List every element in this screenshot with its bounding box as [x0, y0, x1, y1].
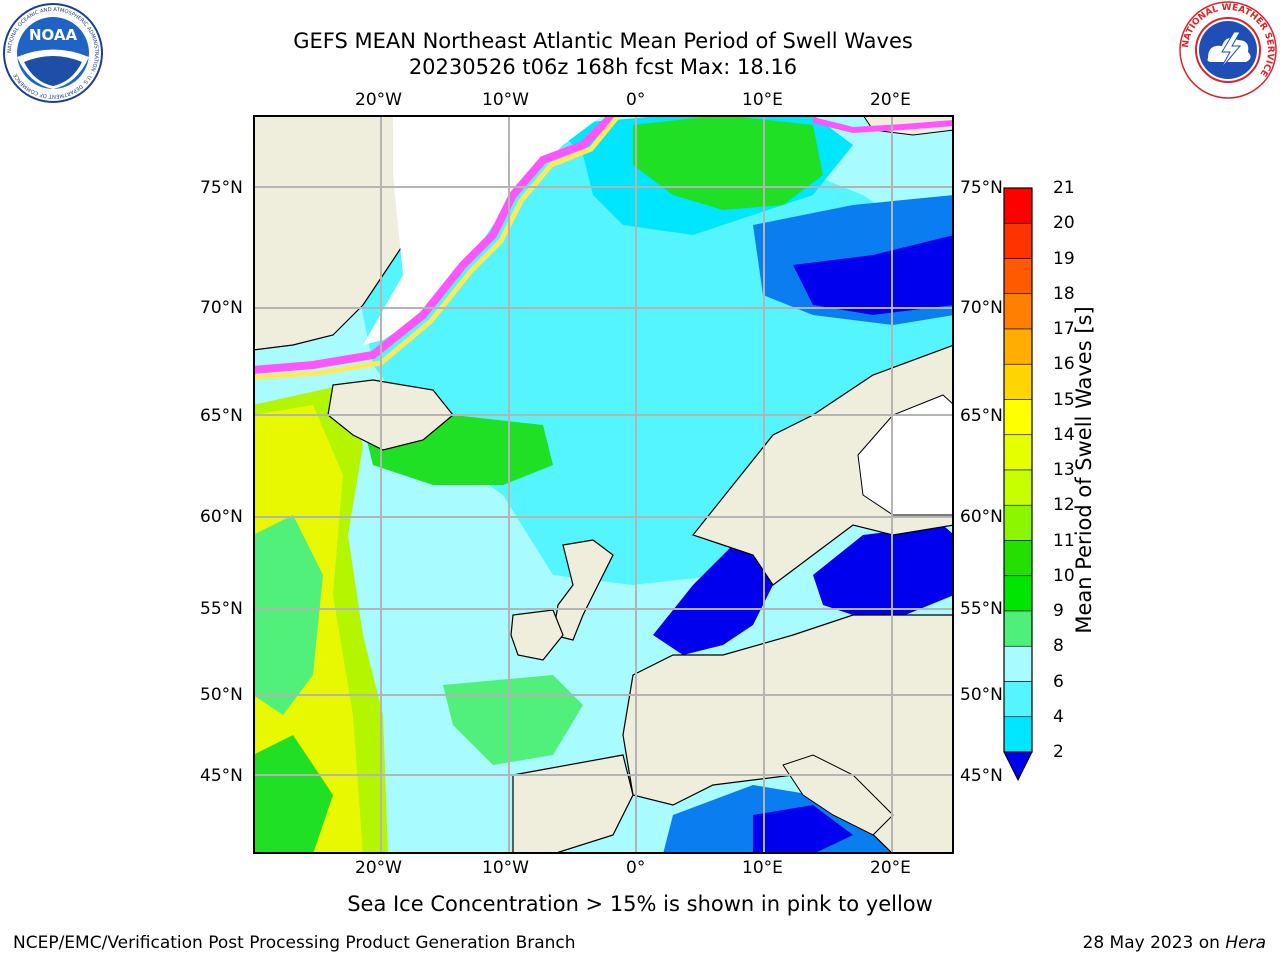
- colorbar-band: [1003, 469, 1033, 506]
- lat-label-left: 75°N: [200, 178, 243, 198]
- lat-label-left: 45°N: [200, 766, 243, 786]
- lon-label-bottom: 10°E: [742, 858, 783, 878]
- colorbar-band: [1003, 716, 1033, 753]
- colorbar-label: Mean Period of Swell Waves [s]: [1072, 306, 1096, 634]
- colorbar-tick-label: 18: [1053, 283, 1075, 304]
- colorbar-tick-label: 19: [1053, 248, 1075, 269]
- lat-label-left: 55°N: [200, 599, 243, 619]
- colorbar-tick-label: 12: [1053, 495, 1075, 516]
- swell-period-map: [253, 115, 954, 854]
- colorbar-band: [1003, 222, 1033, 259]
- sea-ice-edge-yellow: [253, 115, 621, 380]
- colorbar-tick-label: 15: [1053, 389, 1075, 410]
- green-biscay-west: [443, 675, 583, 765]
- gulf-of-bothnia-white: [857, 394, 954, 516]
- sea-ice-note: Sea Ice Concentration > 15% is shown in …: [347, 892, 933, 916]
- colorbar-tick-label: 14: [1053, 424, 1075, 445]
- green-west-patch: [253, 515, 323, 715]
- deep-blue-barents-zone: [793, 235, 954, 315]
- colorbar-band: [1003, 681, 1033, 718]
- colorbar-tick-label: 13: [1053, 460, 1075, 480]
- lat-label-left: 60°N: [200, 507, 243, 527]
- lat-label-right: 65°N: [960, 406, 1003, 426]
- colorbar-tick-label: 10: [1053, 565, 1075, 586]
- map-frame: [253, 115, 954, 854]
- britain-land: [552, 539, 614, 641]
- lat-label-left: 50°N: [200, 685, 243, 705]
- lon-label-top: 20°W: [355, 90, 402, 110]
- colorbar-tick-label: 11: [1053, 530, 1075, 551]
- chart-title: GEFS MEAN Northeast Atlantic Mean Period…: [293, 29, 913, 53]
- colorbar-tick-label: 9: [1053, 601, 1064, 621]
- green-sw-patch: [253, 735, 333, 854]
- scandinavia-land: [691, 344, 954, 586]
- lat-label-right: 75°N: [960, 178, 1003, 198]
- colorbar-band: [1003, 258, 1033, 295]
- footer-left: NCEP/EMC/Verification Post Processing Pr…: [13, 933, 576, 953]
- colorbar-band: [1003, 540, 1033, 577]
- colorbar-tick-label: 2: [1053, 742, 1064, 762]
- nws-logo: NATIONAL WEATHER SERVICE: [1179, 1, 1277, 99]
- lat-label-right: 45°N: [960, 766, 1003, 786]
- lat-label-right: 55°N: [960, 599, 1003, 619]
- lon-label-top: 20°E: [870, 90, 911, 110]
- lon-label-bottom: 20°W: [355, 858, 402, 878]
- colorbar-band: [1003, 187, 1033, 224]
- colorbar-band: [1003, 504, 1033, 541]
- graticule: [253, 115, 954, 854]
- sea-ice-edge-pink: [253, 115, 616, 374]
- deep-blue-tyrrhenian: [753, 805, 853, 854]
- colorbar-band: [1003, 399, 1033, 436]
- colorbar-band: [1003, 434, 1033, 471]
- colorbar-band: [1003, 363, 1033, 400]
- lat-label-left: 65°N: [200, 406, 243, 426]
- lon-label-top: 10°W: [482, 90, 529, 110]
- greenland-ice-white: [363, 115, 603, 345]
- lat-label-right: 50°N: [960, 685, 1003, 705]
- lon-label-bottom: 0°: [626, 858, 646, 878]
- lat-label-left: 70°N: [200, 298, 243, 318]
- colorbar-tick-label: 4: [1053, 706, 1064, 727]
- lon-label-top: 10°E: [742, 90, 783, 110]
- colorbar-tick-label: 16: [1053, 354, 1075, 375]
- footer-right: 28 May 2023 on Hera: [1083, 933, 1267, 953]
- colorbar-band: [1003, 293, 1033, 330]
- lon-label-bottom: 20°E: [870, 858, 911, 878]
- lon-label-bottom: 10°W: [482, 858, 529, 878]
- colorbar-band: [1003, 575, 1033, 612]
- lat-label-right: 70°N: [960, 298, 1003, 318]
- deep-blue-north-sea: [653, 535, 773, 655]
- colorbar: [1003, 187, 1033, 782]
- colorbar-band: [1003, 610, 1033, 647]
- colorbar-tick-label: 8: [1053, 636, 1064, 657]
- colorbar-tick-label: 6: [1053, 671, 1064, 692]
- iberia-land: [512, 754, 634, 854]
- noaa-logo-text: NOAA: [29, 26, 78, 44]
- deep-blue-baltic: [813, 525, 954, 620]
- footer-date: 28 May 2023 on: [1082, 933, 1226, 953]
- colorbar-tick-label: 20: [1053, 213, 1075, 234]
- colorbar-band: [1003, 328, 1033, 365]
- footer-host: Hera: [1225, 933, 1266, 953]
- colorbar-band: [1003, 645, 1033, 682]
- lon-label-top: 0°: [626, 90, 646, 110]
- colorbar-tick-label: 17: [1053, 319, 1075, 339]
- chart-subtitle: 20230526 t06z 168h fcst Max: 18.16: [408, 55, 798, 79]
- lat-label-right: 60°N: [960, 507, 1003, 527]
- colorbar-tick-label: 21: [1053, 178, 1075, 198]
- noaa-logo: NOAA NATIONAL OCEANIC AND ATMOSPHERIC AD…: [3, 3, 103, 103]
- sea-ice-edge-svalbard: [812, 117, 954, 134]
